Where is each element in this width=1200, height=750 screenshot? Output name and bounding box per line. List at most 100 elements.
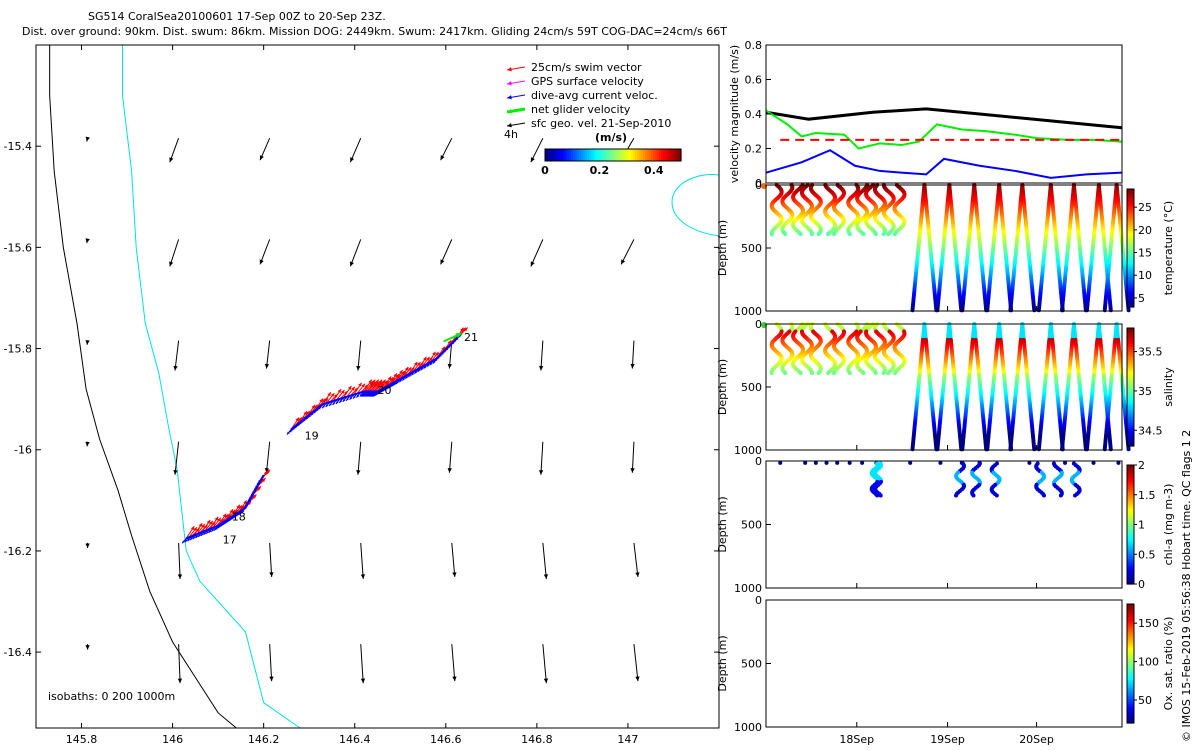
dac-arrow-head [346,397,349,401]
section-colorbar-cell [1127,283,1134,286]
sfc-velocity-arrow [630,441,635,473]
profile-point [783,232,788,237]
velocity-ylabel: velocity magnitude (m/s) [728,45,741,183]
section-colorbar-cell [1127,271,1134,275]
sfc-velocity-arrow-head [452,572,457,577]
section-y-tick-label: 1000 [734,305,762,318]
legend-arrow-head [507,67,512,72]
section-colorbar-cell [1127,257,1134,261]
colorbar-cell [583,149,586,161]
profile-point [960,447,965,452]
swim-vector-arrow [201,519,211,533]
profile-point [847,371,852,376]
swim-vector-arrow-head [351,386,355,391]
sfc-velocity-arrow-shaft [269,644,273,682]
profile-point [809,371,814,376]
sfc-velocity-arrow [542,542,549,579]
x-tick-label: 145.8 [66,733,98,746]
section-colorbar-cell [1127,337,1134,341]
dac-arrow-head [182,540,185,544]
sfc-velocity-arrow-head [85,136,90,142]
section-colorbar-cell [1127,516,1134,520]
sfc-velocity-arrow [349,239,362,267]
section-colorbar-tick-label: 35.5 [1138,346,1163,359]
legend-label: net glider velocity [531,103,631,116]
figure-title-line1: SG514 CoralSea20100601 17-Sep 00Z to 20-… [88,10,386,23]
sfc-velocity-arrow-head [169,261,174,267]
section-ylabel: Depth (m) [716,359,729,415]
profile-point [816,232,821,237]
section-colorbar-cell [1127,390,1134,394]
velocity-y-tick-label: 0.6 [745,74,763,87]
section-colorbar-cell [1127,580,1134,583]
section-colorbar-cell [1127,498,1134,502]
profile-point [769,232,774,237]
swim-vector-arrow-head [373,383,378,388]
section-colorbar-cell [1127,536,1134,539]
swim-vector-arrow-head [463,327,468,332]
colorbar-cell [581,149,584,161]
chla-point [1058,493,1063,498]
swim-vector-arrow [399,366,409,380]
section-colorbar-cell [1127,552,1134,555]
colorbar-cell [561,149,564,161]
section-colorbar-cell [1127,576,1134,579]
sfc-velocity-arrow [440,137,453,161]
sfc-velocity-arrow-shaft [451,644,456,682]
sfc-velocity-arrow-shaft [440,239,453,265]
section-colorbar-cell [1127,438,1134,441]
dac-arrow-head [371,393,374,397]
dac-arrow-head [339,399,343,403]
profile-point [873,232,878,237]
section-colorbar-cell [1127,263,1134,267]
sfc-velocity-arrow-head [447,468,452,473]
dac-arrow-head [368,393,372,397]
dac-arrow-head [286,431,290,435]
section-colorbar-cell [1127,224,1134,227]
section-colorbar-cell [1127,432,1134,435]
colorbar-cell [569,149,572,161]
section-colorbar-tick-label: 15 [1138,247,1152,260]
swim-vector-arrow-head [209,520,213,525]
colorbar-cell [613,149,616,161]
swim-vector-arrow-head [240,505,245,510]
speed-colorbar: (m/s)0 0.2 0.4 [541,131,682,177]
sfc-velocity-arrow-head [530,261,535,267]
swim-vector-arrow-head [423,356,427,361]
sfc-velocity-arrow-head [177,574,183,579]
section-colorbar-cell [1127,556,1134,559]
sfc-velocity-arrow [177,542,183,579]
section-colorbar-cell [1127,194,1134,198]
section-colorbar-cell [1127,506,1134,510]
colorbar-tick-label: 0 [541,164,549,177]
section-colorbar-cell [1127,406,1134,410]
section-colorbar-cell [1127,267,1134,271]
swim-vector-arrow-head [229,509,233,514]
swim-vector-arrow-head [407,367,412,372]
colorbar-frame [544,148,682,162]
section-colorbar-cell [1127,355,1134,359]
profile-point [910,308,915,313]
swim-vector-arrow-head [247,501,252,506]
sfc-velocity-arrow-shaft [178,542,181,579]
section-colorbar-cell [1127,200,1134,204]
section-colorbar-cell [1127,508,1134,512]
swim-vector-arrow [353,382,363,395]
dac-arrow-head [190,537,193,541]
colorbar-cell [567,149,570,161]
section-colorbar-cell [1127,275,1134,279]
section-colorbar-cell [1127,396,1134,400]
swim-vector-arrow-head [385,381,390,386]
dac-arrow-head [367,393,371,397]
section-colorbar-cell [1127,414,1134,418]
profile-point [783,371,788,376]
profile-point [881,371,886,376]
track-line-a [185,474,265,540]
swim-vector-arrow-head [266,469,271,474]
x-tick-label: 146.2 [248,733,280,746]
day-label: 19 [305,430,319,443]
profile-point [1032,308,1037,313]
section-colorbar-cell [1127,353,1134,357]
section-colorbar-cell [1127,192,1134,196]
